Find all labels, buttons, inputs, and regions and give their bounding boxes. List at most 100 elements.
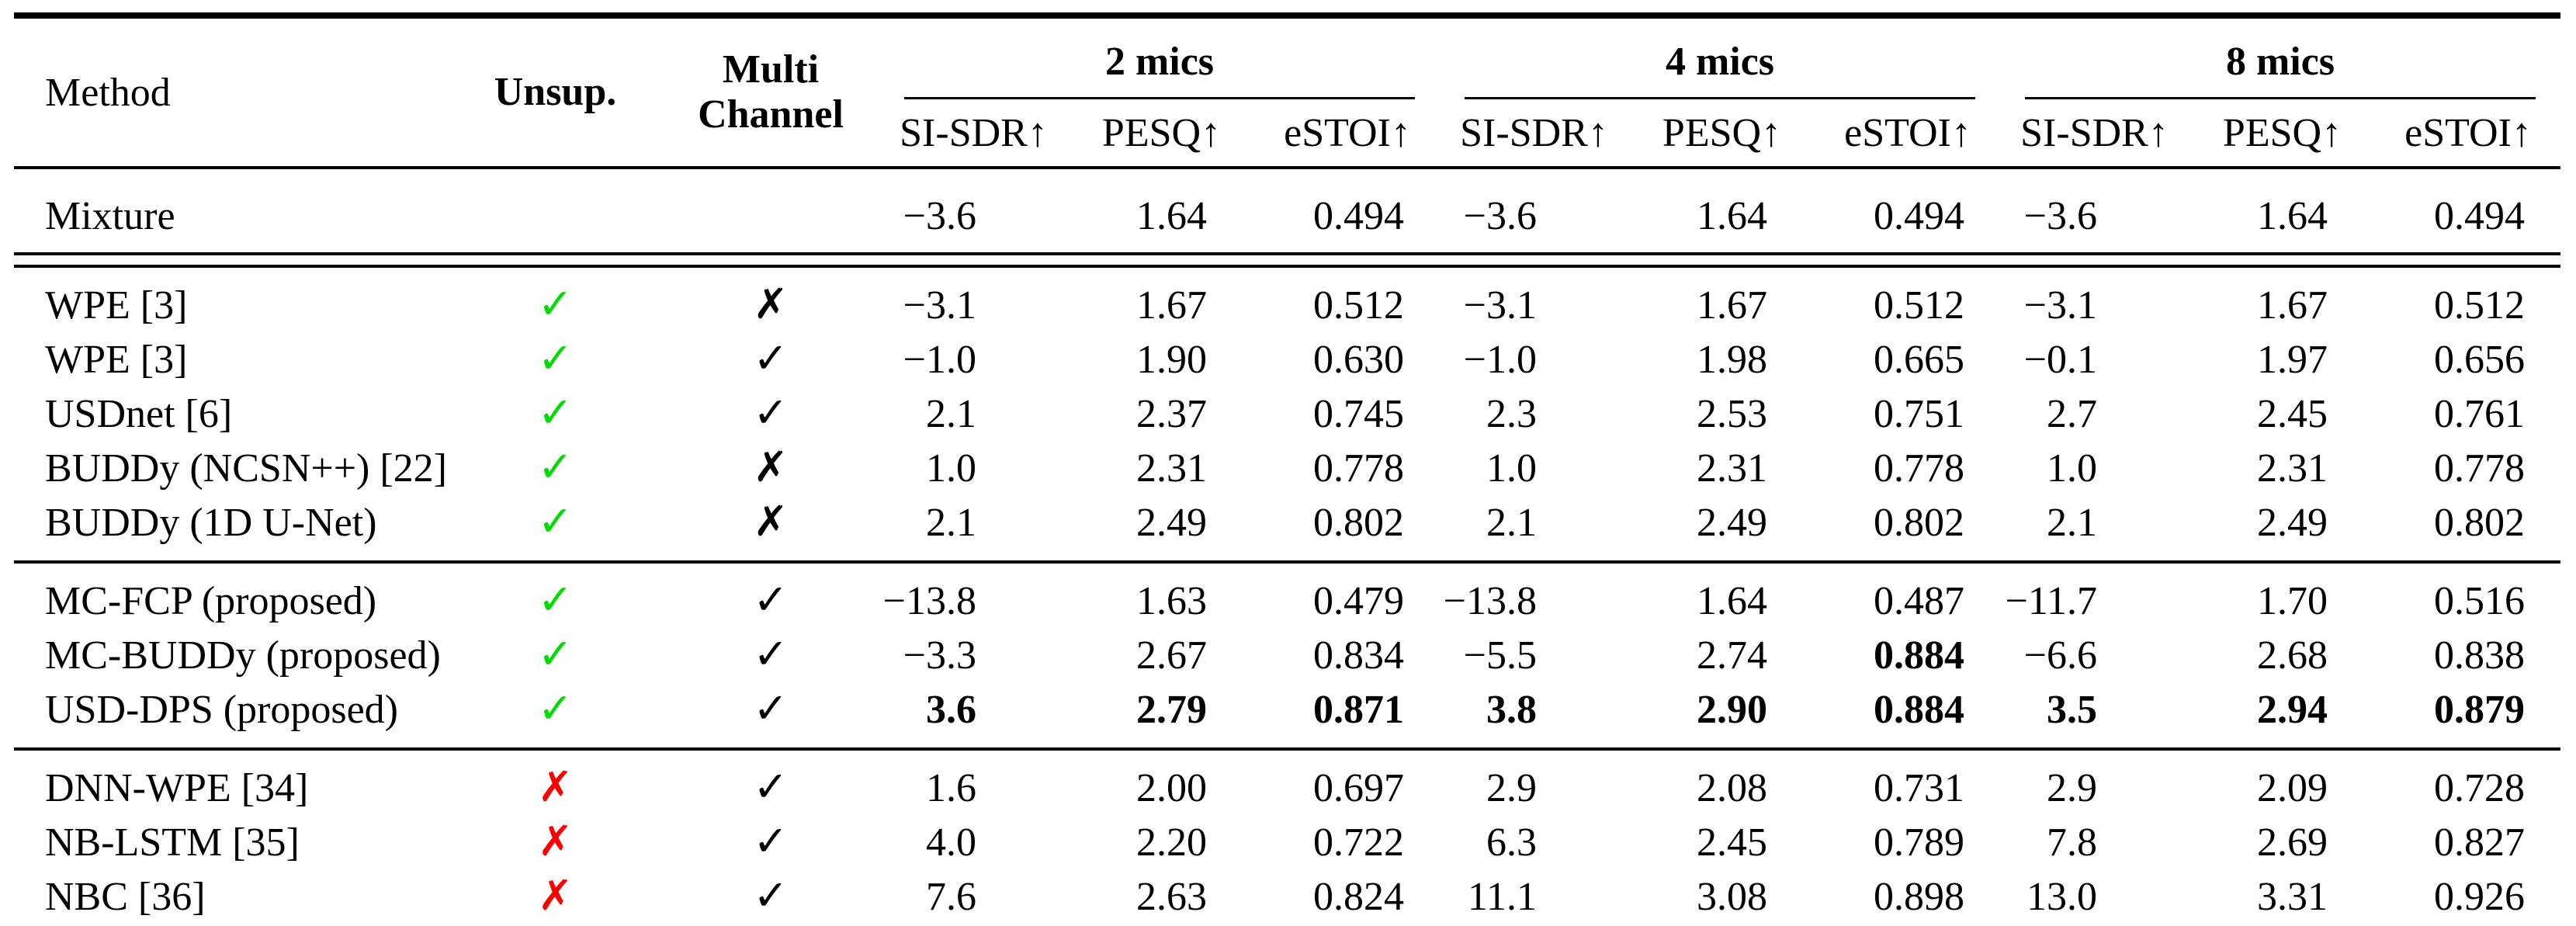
multichannel-mark-cell: ✗ bbox=[662, 495, 879, 550]
metric-value: 0.494 bbox=[2434, 193, 2525, 238]
metric-value: 2.45 bbox=[1697, 820, 1767, 865]
metric-value: 2.69 bbox=[2257, 820, 2328, 865]
metric-value: 2.9 bbox=[2047, 765, 2097, 810]
double-rule-divider bbox=[14, 252, 2560, 268]
multichannel-mark-cell: ✓ bbox=[662, 387, 879, 441]
unsupervised-mark-cell: ✓ bbox=[449, 682, 662, 737]
metric-value: −3.1 bbox=[1463, 283, 1537, 328]
single-rule-divider bbox=[14, 550, 2560, 564]
metric-value: 0.778 bbox=[1874, 446, 1964, 491]
unsupervised-cross-icon: ✗ bbox=[537, 816, 574, 865]
section-proposed-methods: MC-FCP (proposed) ✓ ✓ −13.8 1.63 0.479 −13.8 1.… bbox=[14, 562, 2560, 737]
unsupervised-mark-cell: ✓ bbox=[449, 332, 662, 387]
multichannel-check-icon: ✓ bbox=[753, 816, 789, 865]
unsupervised-check-icon: ✓ bbox=[537, 574, 574, 624]
metric-header-si-sdr: SI-SDR↑ bbox=[2000, 99, 2189, 169]
table-row: NB-LSTM [35] ✗ ✓ 4.0 2.20 0.722 6.3 2.45 0.789 7.… bbox=[14, 815, 2560, 869]
metric-value: 2.94 bbox=[2257, 687, 2328, 732]
metric-value: 2.31 bbox=[1697, 446, 1767, 491]
table-row: BUDDy (NCSN++) [22] ✓ ✗ 1.0 2.31 0.778 1.0 2.31… bbox=[14, 441, 2560, 495]
metric-header-estoi: eSTOI↑ bbox=[1255, 99, 1440, 169]
multichannel-check-icon: ✓ bbox=[753, 683, 789, 733]
metric-value: 0.884 bbox=[1874, 633, 1964, 678]
metric-value: 2.1 bbox=[2047, 500, 2097, 545]
method-name: NB-LSTM [35] bbox=[45, 820, 300, 865]
metric-value: 0.494 bbox=[1874, 193, 1964, 238]
column-header-unsupervised: Unsup. bbox=[449, 16, 662, 169]
unsupervised-check-icon: ✓ bbox=[537, 279, 574, 328]
group-header-2-mics: 2 mics bbox=[879, 16, 1440, 99]
metric-value: 0.834 bbox=[1313, 633, 1404, 678]
metric-value: 7.8 bbox=[2047, 820, 2097, 865]
metric-value: 0.728 bbox=[2434, 765, 2525, 810]
metric-value: 6.3 bbox=[1486, 820, 1537, 865]
metric-value: 2.49 bbox=[1697, 500, 1767, 545]
metric-value: −3.6 bbox=[2023, 193, 2097, 238]
multichannel-check-icon: ✓ bbox=[753, 870, 789, 920]
metric-value: 0.665 bbox=[1874, 337, 1964, 382]
metric-value: 4.0 bbox=[926, 820, 976, 865]
metric-header-pesq: PESQ↑ bbox=[2189, 99, 2376, 169]
metric-value: −1.0 bbox=[1463, 337, 1537, 382]
divider-line bbox=[14, 252, 2560, 268]
metric-value: −3.6 bbox=[1463, 193, 1537, 238]
multichannel-cross-icon: ✗ bbox=[753, 442, 789, 491]
metric-value: 0.824 bbox=[1313, 874, 1404, 919]
metric-value: 0.512 bbox=[1313, 283, 1404, 328]
metric-value: 2.9 bbox=[1486, 765, 1537, 810]
metric-value: 2.79 bbox=[1136, 687, 1207, 732]
multichannel-mark-cell: ✓ bbox=[662, 869, 879, 926]
multichannel-mark-cell: ✓ bbox=[662, 682, 879, 737]
unsupervised-mark-cell: ✓ bbox=[449, 387, 662, 441]
multichannel-check-icon: ✓ bbox=[753, 629, 789, 678]
multichannel-check-icon: ✓ bbox=[753, 333, 789, 383]
metric-value: 0.745 bbox=[1313, 391, 1404, 436]
multichannel-cross-icon: ✗ bbox=[753, 279, 789, 328]
metric-value: 0.802 bbox=[1313, 500, 1404, 545]
metric-value: 1.64 bbox=[1136, 193, 1207, 238]
metric-value: 2.00 bbox=[1136, 765, 1207, 810]
metric-value: −1.0 bbox=[903, 337, 976, 382]
unsupervised-check-icon: ✓ bbox=[537, 683, 574, 733]
method-name: WPE [3] bbox=[45, 337, 188, 382]
unsupervised-mark-cell: ✓ bbox=[449, 628, 662, 682]
metric-value: 1.98 bbox=[1697, 337, 1767, 382]
metric-value: 2.68 bbox=[2257, 633, 2328, 678]
metric-value: 0.516 bbox=[2434, 578, 2525, 623]
method-name: BUDDy (1D U-Net) bbox=[45, 500, 377, 545]
metric-value: 0.802 bbox=[2434, 500, 2525, 545]
group-label-8-mics: 8 mics bbox=[2025, 19, 2536, 99]
method-name: DNN-WPE [34] bbox=[45, 765, 309, 810]
metric-value: 3.5 bbox=[2047, 687, 2097, 732]
column-header-method: Method bbox=[14, 16, 449, 169]
unsupervised-mark-cell: ✓ bbox=[449, 266, 662, 332]
metric-value: 2.53 bbox=[1697, 391, 1767, 436]
metric-value: 2.49 bbox=[1136, 500, 1207, 545]
unsupervised-check-icon: ✓ bbox=[537, 387, 574, 437]
multichannel-mark-cell: ✓ bbox=[662, 815, 879, 869]
metric-value: 0.778 bbox=[1313, 446, 1404, 491]
metric-value: 0.512 bbox=[2434, 283, 2525, 328]
metric-value: 2.90 bbox=[1697, 687, 1767, 732]
metric-value: 2.1 bbox=[926, 391, 976, 436]
metric-value: 0.838 bbox=[2434, 633, 2525, 678]
metric-value: 1.0 bbox=[2047, 446, 2097, 491]
metric-value: −3.6 bbox=[903, 193, 976, 238]
metric-value: 2.1 bbox=[926, 500, 976, 545]
metric-value: 2.31 bbox=[2257, 446, 2328, 491]
metric-value: 1.64 bbox=[2257, 193, 2328, 238]
metric-value: 2.74 bbox=[1697, 633, 1767, 678]
unsupervised-check-icon: ✓ bbox=[537, 496, 574, 546]
multichannel-cross-icon: ✗ bbox=[753, 496, 789, 546]
metric-header-pesq: PESQ↑ bbox=[1068, 99, 1255, 169]
metric-value: 0.778 bbox=[2434, 446, 2525, 491]
metric-value: 1.64 bbox=[1697, 578, 1767, 623]
multichannel-mark-cell: ✓ bbox=[662, 332, 879, 387]
multichannel-mark-cell: ✓ bbox=[662, 562, 879, 628]
metric-value: 13.0 bbox=[2026, 874, 2097, 919]
metric-header-si-sdr: SI-SDR↑ bbox=[879, 99, 1068, 169]
table-row: MC-FCP (proposed) ✓ ✓ −13.8 1.63 0.479 −13.8 1.… bbox=[14, 562, 2560, 628]
metric-value: 7.6 bbox=[926, 874, 976, 919]
multichannel-mark-cell: ✗ bbox=[662, 266, 879, 332]
metric-value: 0.494 bbox=[1313, 193, 1404, 238]
